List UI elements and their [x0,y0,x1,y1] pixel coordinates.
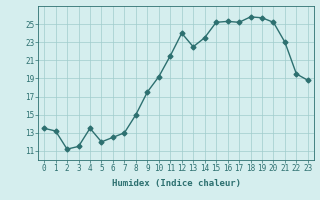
X-axis label: Humidex (Indice chaleur): Humidex (Indice chaleur) [111,179,241,188]
